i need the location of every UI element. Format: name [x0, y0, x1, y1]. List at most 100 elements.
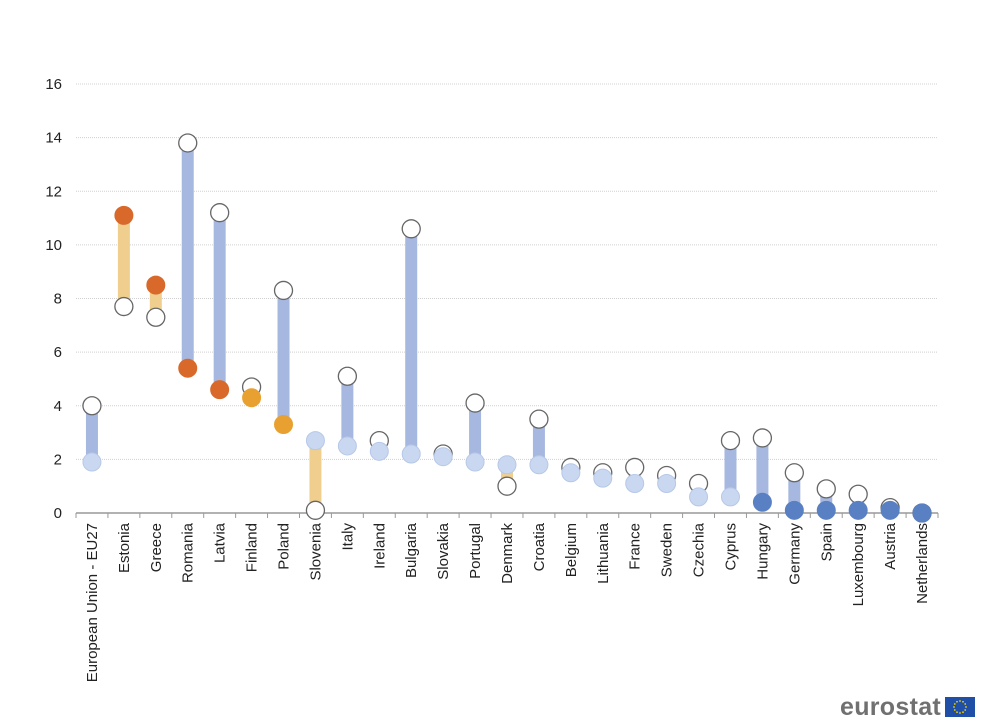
y-tick-label: 4: [54, 398, 62, 415]
x-tick-label: Sweden: [659, 523, 676, 577]
y-tick-label: 12: [45, 183, 62, 200]
filled-marker: [369, 441, 389, 461]
x-tick-label: Slovenia: [307, 522, 324, 580]
filled-marker: [657, 474, 677, 494]
x-tick-label: France: [627, 523, 644, 570]
range-bar: [341, 376, 354, 446]
filled-marker: [146, 275, 166, 295]
y-tick-label: 0: [54, 505, 62, 522]
filled-marker: [720, 487, 740, 507]
filled-marker: [593, 468, 613, 488]
open-marker: [114, 296, 134, 317]
x-tick-label: Romania: [180, 522, 197, 583]
x-axis: [75, 512, 939, 518]
x-tick-label: Slovakia: [435, 522, 452, 579]
filled-marker: [529, 455, 549, 475]
flag-star: [956, 700, 958, 703]
open-marker: [146, 307, 166, 327]
range-bar: [756, 437, 769, 503]
x-tick-label: Spain: [818, 523, 835, 561]
flag-star: [953, 709, 956, 711]
open-marker: [401, 219, 421, 239]
x-tick-label: Hungary: [754, 523, 771, 580]
filled-marker: [689, 487, 709, 507]
logo-text: eurostat: [840, 692, 942, 721]
x-tick-label: Ireland: [371, 523, 388, 569]
range-bar: [532, 419, 545, 465]
open-marker: [752, 428, 773, 448]
gridlines: [76, 83, 938, 460]
flag-star: [964, 709, 967, 711]
x-axis-labels: European Union - EU27 Estonia Greece Romani…: [84, 522, 931, 682]
x-tick-label: Denmark: [499, 523, 516, 584]
flag-star: [962, 711, 964, 714]
flag-star: [965, 706, 967, 708]
range-bar: [405, 228, 418, 455]
filled-marker: [625, 474, 645, 494]
filled-marker: [242, 388, 262, 408]
open-marker: [305, 500, 326, 520]
open-marker: [273, 280, 294, 301]
filled-marker: [401, 444, 421, 464]
filled-marker: [433, 447, 453, 467]
range-bar: [469, 403, 482, 463]
x-tick-label: Netherlands: [914, 523, 931, 604]
filled-marker: [337, 436, 357, 456]
flag-star: [953, 706, 955, 708]
filled-marker: [114, 205, 134, 225]
filled-marker: [82, 452, 102, 472]
open-marker: [497, 476, 517, 496]
x-tick-label: Cyprus: [722, 523, 739, 571]
open-marker: [529, 409, 549, 429]
x-tick-label: Germany: [786, 523, 803, 585]
x-tick-label: Italy: [339, 523, 356, 551]
x-tick-label: Belgium: [563, 523, 580, 577]
x-tick-label: Bulgaria: [403, 522, 420, 578]
open-marker: [625, 457, 645, 478]
flag-star: [962, 700, 964, 703]
eu-flag-icon: [945, 697, 976, 717]
open-marker: [784, 463, 804, 483]
filled-marker: [561, 463, 581, 483]
filled-marker: [816, 500, 836, 520]
flag-star: [953, 703, 956, 705]
open-marker: [465, 393, 485, 413]
flag-star: [959, 700, 961, 702]
range-bar: [85, 405, 98, 463]
y-tick-label: 14: [45, 130, 62, 147]
open-marker: [337, 366, 358, 386]
y-tick-label: 6: [54, 344, 62, 361]
x-tick-label: Portugal: [467, 523, 484, 579]
x-tick-label: Lithuania: [595, 522, 612, 584]
range-bar: [724, 440, 737, 497]
range-bars: [85, 142, 897, 511]
range-bar: [277, 290, 290, 425]
range-bar: [309, 440, 322, 511]
range-bar: [181, 142, 194, 369]
open-marker: [178, 133, 198, 153]
open-marker: [210, 203, 230, 223]
y-tick-label: 10: [45, 237, 62, 254]
filled-marker: [784, 500, 804, 520]
filled-marker: [497, 455, 517, 475]
flag-star: [956, 711, 958, 714]
open-marker: [82, 396, 102, 416]
filled-marker: [210, 380, 230, 400]
filled-marker: [752, 492, 772, 512]
filled-marker: [912, 503, 932, 523]
x-tick-label: Finland: [244, 523, 261, 572]
x-tick-label: Poland: [276, 523, 293, 570]
flag-star: [959, 712, 961, 714]
x-tick-label: Czechia: [691, 522, 708, 577]
filled-marker: [848, 500, 868, 520]
open-marker: [720, 430, 741, 451]
x-tick-label: Luxembourg: [850, 523, 867, 606]
x-tick-label: Latvia: [212, 522, 229, 563]
y-tick-label: 16: [45, 76, 62, 93]
y-axis-ticks: 0 2 4 6 8 10 12 14 16: [45, 76, 62, 522]
filled-marker: [178, 358, 198, 378]
x-tick-label: Austria: [882, 522, 899, 569]
x-tick-label: Greece: [148, 523, 165, 572]
x-tick-label: European Union - EU27: [84, 523, 101, 682]
